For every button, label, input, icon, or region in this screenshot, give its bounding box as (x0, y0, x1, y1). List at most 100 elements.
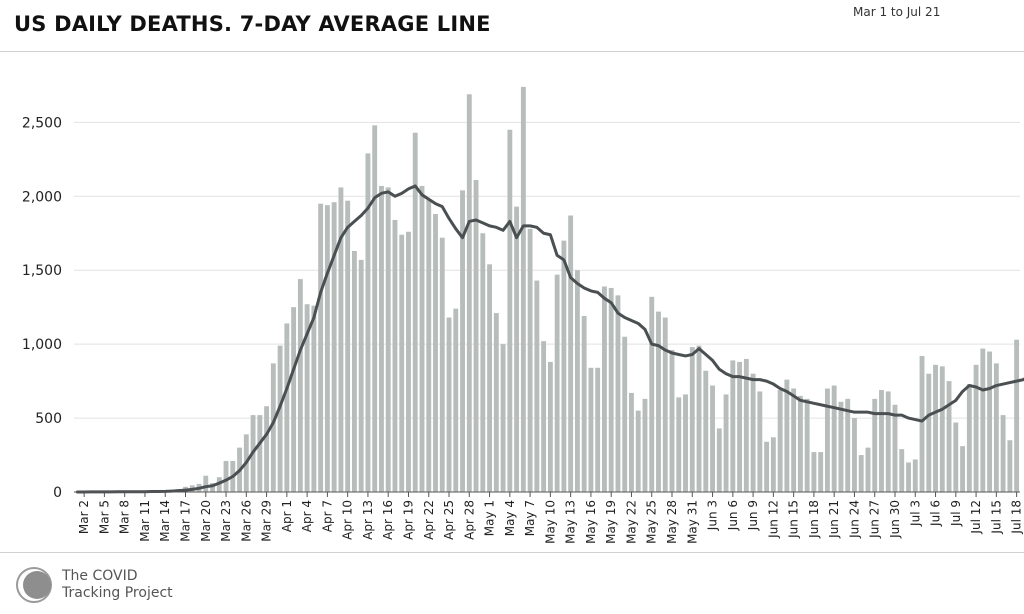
x-tick-label: Mar 8 (118, 500, 132, 534)
bar (838, 401, 844, 492)
x-tick-label: Apr 13 (361, 500, 375, 540)
brand-name: The COVID Tracking Project (62, 568, 173, 602)
gridlines (74, 121, 1020, 419)
bar (270, 363, 276, 492)
bar (554, 274, 560, 492)
x-tick-label: May 13 (564, 500, 578, 544)
bar (622, 336, 628, 492)
x-tick-label: May 19 (604, 500, 618, 544)
bar (507, 129, 513, 492)
bars-series (81, 86, 1020, 493)
bar (649, 296, 655, 492)
bar (277, 345, 283, 492)
footer-divider (0, 552, 1024, 553)
bar (460, 190, 465, 492)
bar (919, 355, 925, 492)
bar (392, 219, 398, 492)
x-tick-label: May 22 (624, 500, 638, 544)
bar (203, 475, 209, 492)
x-tick-label: Mar 23 (219, 500, 233, 542)
bar (297, 279, 303, 492)
x-tick-label: Jun 15 (787, 500, 801, 539)
bar (581, 316, 587, 492)
bar (642, 398, 648, 492)
daily-deaths-chart: 0 500 1,000 1,500 2,000 2,500 Mar 2 Mar 5 Mar 8… (22, 86, 1024, 544)
bar (784, 379, 790, 492)
bar (743, 358, 749, 492)
bar (1007, 440, 1013, 492)
bar (351, 250, 357, 492)
x-tick-label: May 31 (685, 500, 699, 544)
bar (703, 370, 709, 492)
bar (737, 361, 743, 492)
bar (304, 304, 310, 492)
bar (223, 460, 229, 492)
bar (926, 373, 932, 492)
bar (858, 455, 864, 492)
seven-day-average-line (75, 184, 1024, 494)
bar (669, 350, 675, 492)
bar (602, 286, 607, 492)
x-tick-label: Apr 28 (462, 500, 476, 540)
x-tick-label: Jun 30 (888, 500, 902, 539)
x-tick-label: Apr 25 (442, 500, 456, 540)
y-tick-label: 2,000 (22, 189, 62, 205)
bar (264, 406, 270, 492)
x-tick-label: Mar 14 (158, 500, 172, 542)
x-tick-label: Jun 24 (847, 500, 861, 539)
bar (318, 203, 324, 492)
bar (933, 364, 938, 492)
bar (831, 385, 837, 492)
x-tick-label: Mar 5 (97, 500, 111, 534)
y-tick-label: 0 (53, 485, 62, 501)
bar (770, 437, 776, 492)
bar (588, 367, 594, 492)
bar (946, 381, 952, 492)
x-tick-label: Mar 20 (199, 500, 213, 542)
bar (399, 234, 405, 492)
bar (987, 351, 993, 492)
x-tick-label: Mar 26 (239, 500, 253, 542)
x-tick-label: Jul 9 (949, 500, 963, 527)
y-tick-label: 500 (35, 411, 62, 427)
bar (412, 132, 418, 492)
bar (676, 397, 682, 492)
y-tick-label: 1,000 (22, 337, 62, 353)
x-tick-label: May 4 (503, 500, 517, 536)
x-tick-label: Jun 27 (868, 500, 882, 539)
x-tick-label: Jun 12 (766, 500, 780, 539)
bar (439, 237, 445, 492)
bar (453, 308, 459, 492)
bar (818, 452, 824, 492)
bar (527, 228, 533, 493)
bar (689, 347, 695, 492)
bar (311, 305, 317, 492)
bar (541, 341, 547, 492)
y-tick-label: 2,500 (22, 115, 62, 131)
bar (845, 398, 851, 492)
chart-title: US DAILY DEATHS. 7-DAY AVERAGE LINE (14, 12, 491, 36)
bar (446, 317, 452, 492)
x-tick-label: Jul 18 (1010, 500, 1024, 535)
bar (912, 459, 918, 492)
bar (365, 153, 371, 492)
bar (939, 366, 945, 492)
bar (696, 345, 702, 492)
x-tick-label: May 25 (645, 500, 659, 544)
bar (750, 373, 756, 492)
x-tick-label: Jul 12 (969, 500, 983, 535)
bar (466, 94, 472, 492)
bar (487, 264, 492, 492)
bar (1014, 339, 1020, 492)
bar (284, 323, 290, 492)
bar (852, 418, 857, 492)
bar (757, 391, 763, 492)
bar (520, 86, 526, 492)
bar (345, 200, 351, 492)
bar (980, 348, 986, 492)
covid-tracking-project-logo-icon (16, 567, 52, 603)
x-tick-label: May 16 (584, 500, 598, 544)
bar (953, 422, 959, 492)
bar (716, 428, 722, 492)
bar (358, 259, 364, 492)
